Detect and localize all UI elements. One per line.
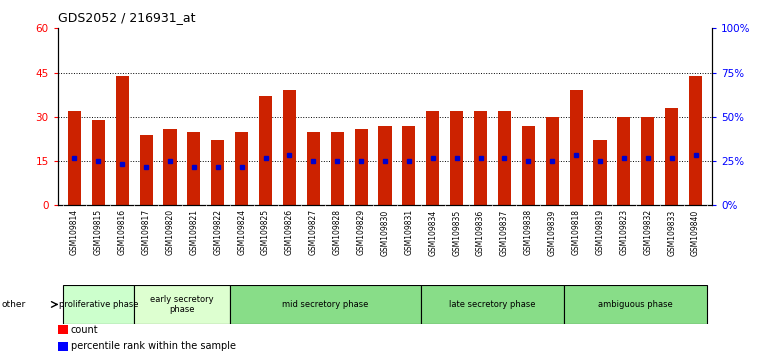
Bar xyxy=(474,111,487,205)
Bar xyxy=(641,117,654,205)
Text: GSM109820: GSM109820 xyxy=(166,209,175,256)
Bar xyxy=(689,75,702,205)
Text: GSM109827: GSM109827 xyxy=(309,209,318,256)
Text: GSM109840: GSM109840 xyxy=(691,209,700,256)
Bar xyxy=(498,111,511,205)
Bar xyxy=(564,285,708,324)
Bar xyxy=(522,126,535,205)
Text: GSM109839: GSM109839 xyxy=(547,209,557,256)
Text: GSM109817: GSM109817 xyxy=(142,209,151,256)
Text: GSM109825: GSM109825 xyxy=(261,209,270,256)
Text: GSM109822: GSM109822 xyxy=(213,209,223,255)
Bar xyxy=(134,285,229,324)
Text: GSM109819: GSM109819 xyxy=(595,209,604,256)
Text: GSM109824: GSM109824 xyxy=(237,209,246,256)
Text: other: other xyxy=(2,300,25,309)
Bar xyxy=(354,129,368,205)
Text: GSM109837: GSM109837 xyxy=(500,209,509,256)
Bar xyxy=(58,342,68,351)
Text: GSM109818: GSM109818 xyxy=(571,209,581,255)
Bar xyxy=(594,141,607,205)
Text: late secretory phase: late secretory phase xyxy=(449,300,536,309)
Bar xyxy=(546,117,559,205)
Text: GSM109814: GSM109814 xyxy=(70,209,79,256)
Text: GSM109836: GSM109836 xyxy=(476,209,485,256)
Text: GSM109815: GSM109815 xyxy=(94,209,103,256)
Bar xyxy=(163,129,176,205)
Bar xyxy=(402,126,416,205)
Bar xyxy=(330,132,343,205)
Text: GDS2052 / 216931_at: GDS2052 / 216931_at xyxy=(58,11,196,24)
Text: GSM109828: GSM109828 xyxy=(333,209,342,255)
Bar xyxy=(570,90,583,205)
Text: early secretory
phase: early secretory phase xyxy=(150,295,214,314)
Text: mid secretory phase: mid secretory phase xyxy=(282,300,369,309)
Text: GSM109838: GSM109838 xyxy=(524,209,533,256)
Bar xyxy=(283,90,296,205)
Text: GSM109834: GSM109834 xyxy=(428,209,437,256)
Bar xyxy=(211,141,224,205)
Bar xyxy=(665,108,678,205)
Text: GSM109830: GSM109830 xyxy=(380,209,390,256)
Bar xyxy=(450,111,464,205)
Bar xyxy=(139,135,152,205)
Bar xyxy=(68,111,81,205)
Text: GSM109835: GSM109835 xyxy=(452,209,461,256)
Text: GSM109821: GSM109821 xyxy=(189,209,199,255)
Bar xyxy=(62,285,134,324)
Bar xyxy=(229,285,421,324)
Bar xyxy=(187,132,200,205)
Text: GSM109829: GSM109829 xyxy=(357,209,366,256)
Bar xyxy=(618,117,631,205)
Bar xyxy=(427,111,440,205)
Bar xyxy=(259,96,272,205)
Bar xyxy=(58,325,68,335)
Bar xyxy=(421,285,564,324)
Text: GSM109816: GSM109816 xyxy=(118,209,127,256)
Text: count: count xyxy=(71,325,99,335)
Text: GSM109823: GSM109823 xyxy=(619,209,628,256)
Text: GSM109833: GSM109833 xyxy=(667,209,676,256)
Bar xyxy=(235,132,248,205)
Text: percentile rank within the sample: percentile rank within the sample xyxy=(71,342,236,352)
Text: GSM109826: GSM109826 xyxy=(285,209,294,256)
Text: proliferative phase: proliferative phase xyxy=(59,300,138,309)
Text: ambiguous phase: ambiguous phase xyxy=(598,300,673,309)
Text: GSM109832: GSM109832 xyxy=(643,209,652,256)
Bar xyxy=(378,126,392,205)
Bar xyxy=(92,120,105,205)
Text: GSM109831: GSM109831 xyxy=(404,209,413,256)
Bar xyxy=(116,75,129,205)
Bar xyxy=(306,132,320,205)
